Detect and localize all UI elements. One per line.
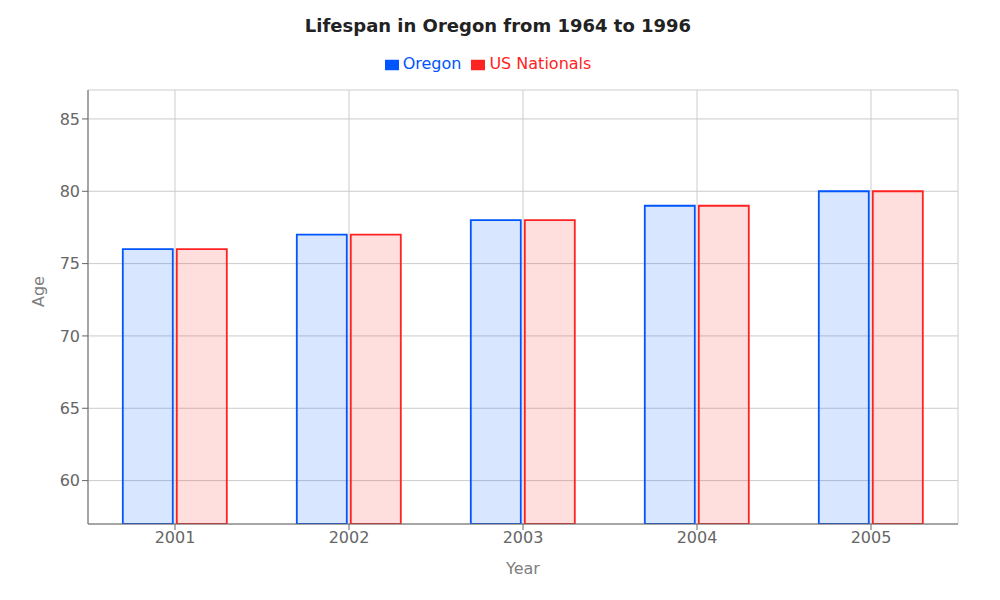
svg-text:2001: 2001 <box>155 528 196 547</box>
html-text:Oregon: Oregon <box>402 54 462 73</box>
html-text:Lifespan in Oregon from 1964 t: Lifespan in Oregon from 1964 to 1996 <box>304 15 692 36</box>
svg-text:60: 60 <box>60 471 80 490</box>
svg-text:85: 85 <box>60 110 80 129</box>
svg-text:2002: 2002 <box>329 528 370 547</box>
svg-text:2004: 2004 <box>677 528 718 547</box>
svg-text:80: 80 <box>60 182 80 201</box>
svg-text:2005: 2005 <box>851 528 892 547</box>
svg-text:Age: Age <box>29 276 48 307</box>
html-text:US Nationals: US Nationals <box>489 54 592 73</box>
svg-text:2003: 2003 <box>503 528 544 547</box>
svg-text:75: 75 <box>60 254 80 273</box>
svg-text:70: 70 <box>60 327 80 346</box>
svg-text:Year: Year <box>505 559 540 578</box>
svg-text:65: 65 <box>60 399 80 418</box>
